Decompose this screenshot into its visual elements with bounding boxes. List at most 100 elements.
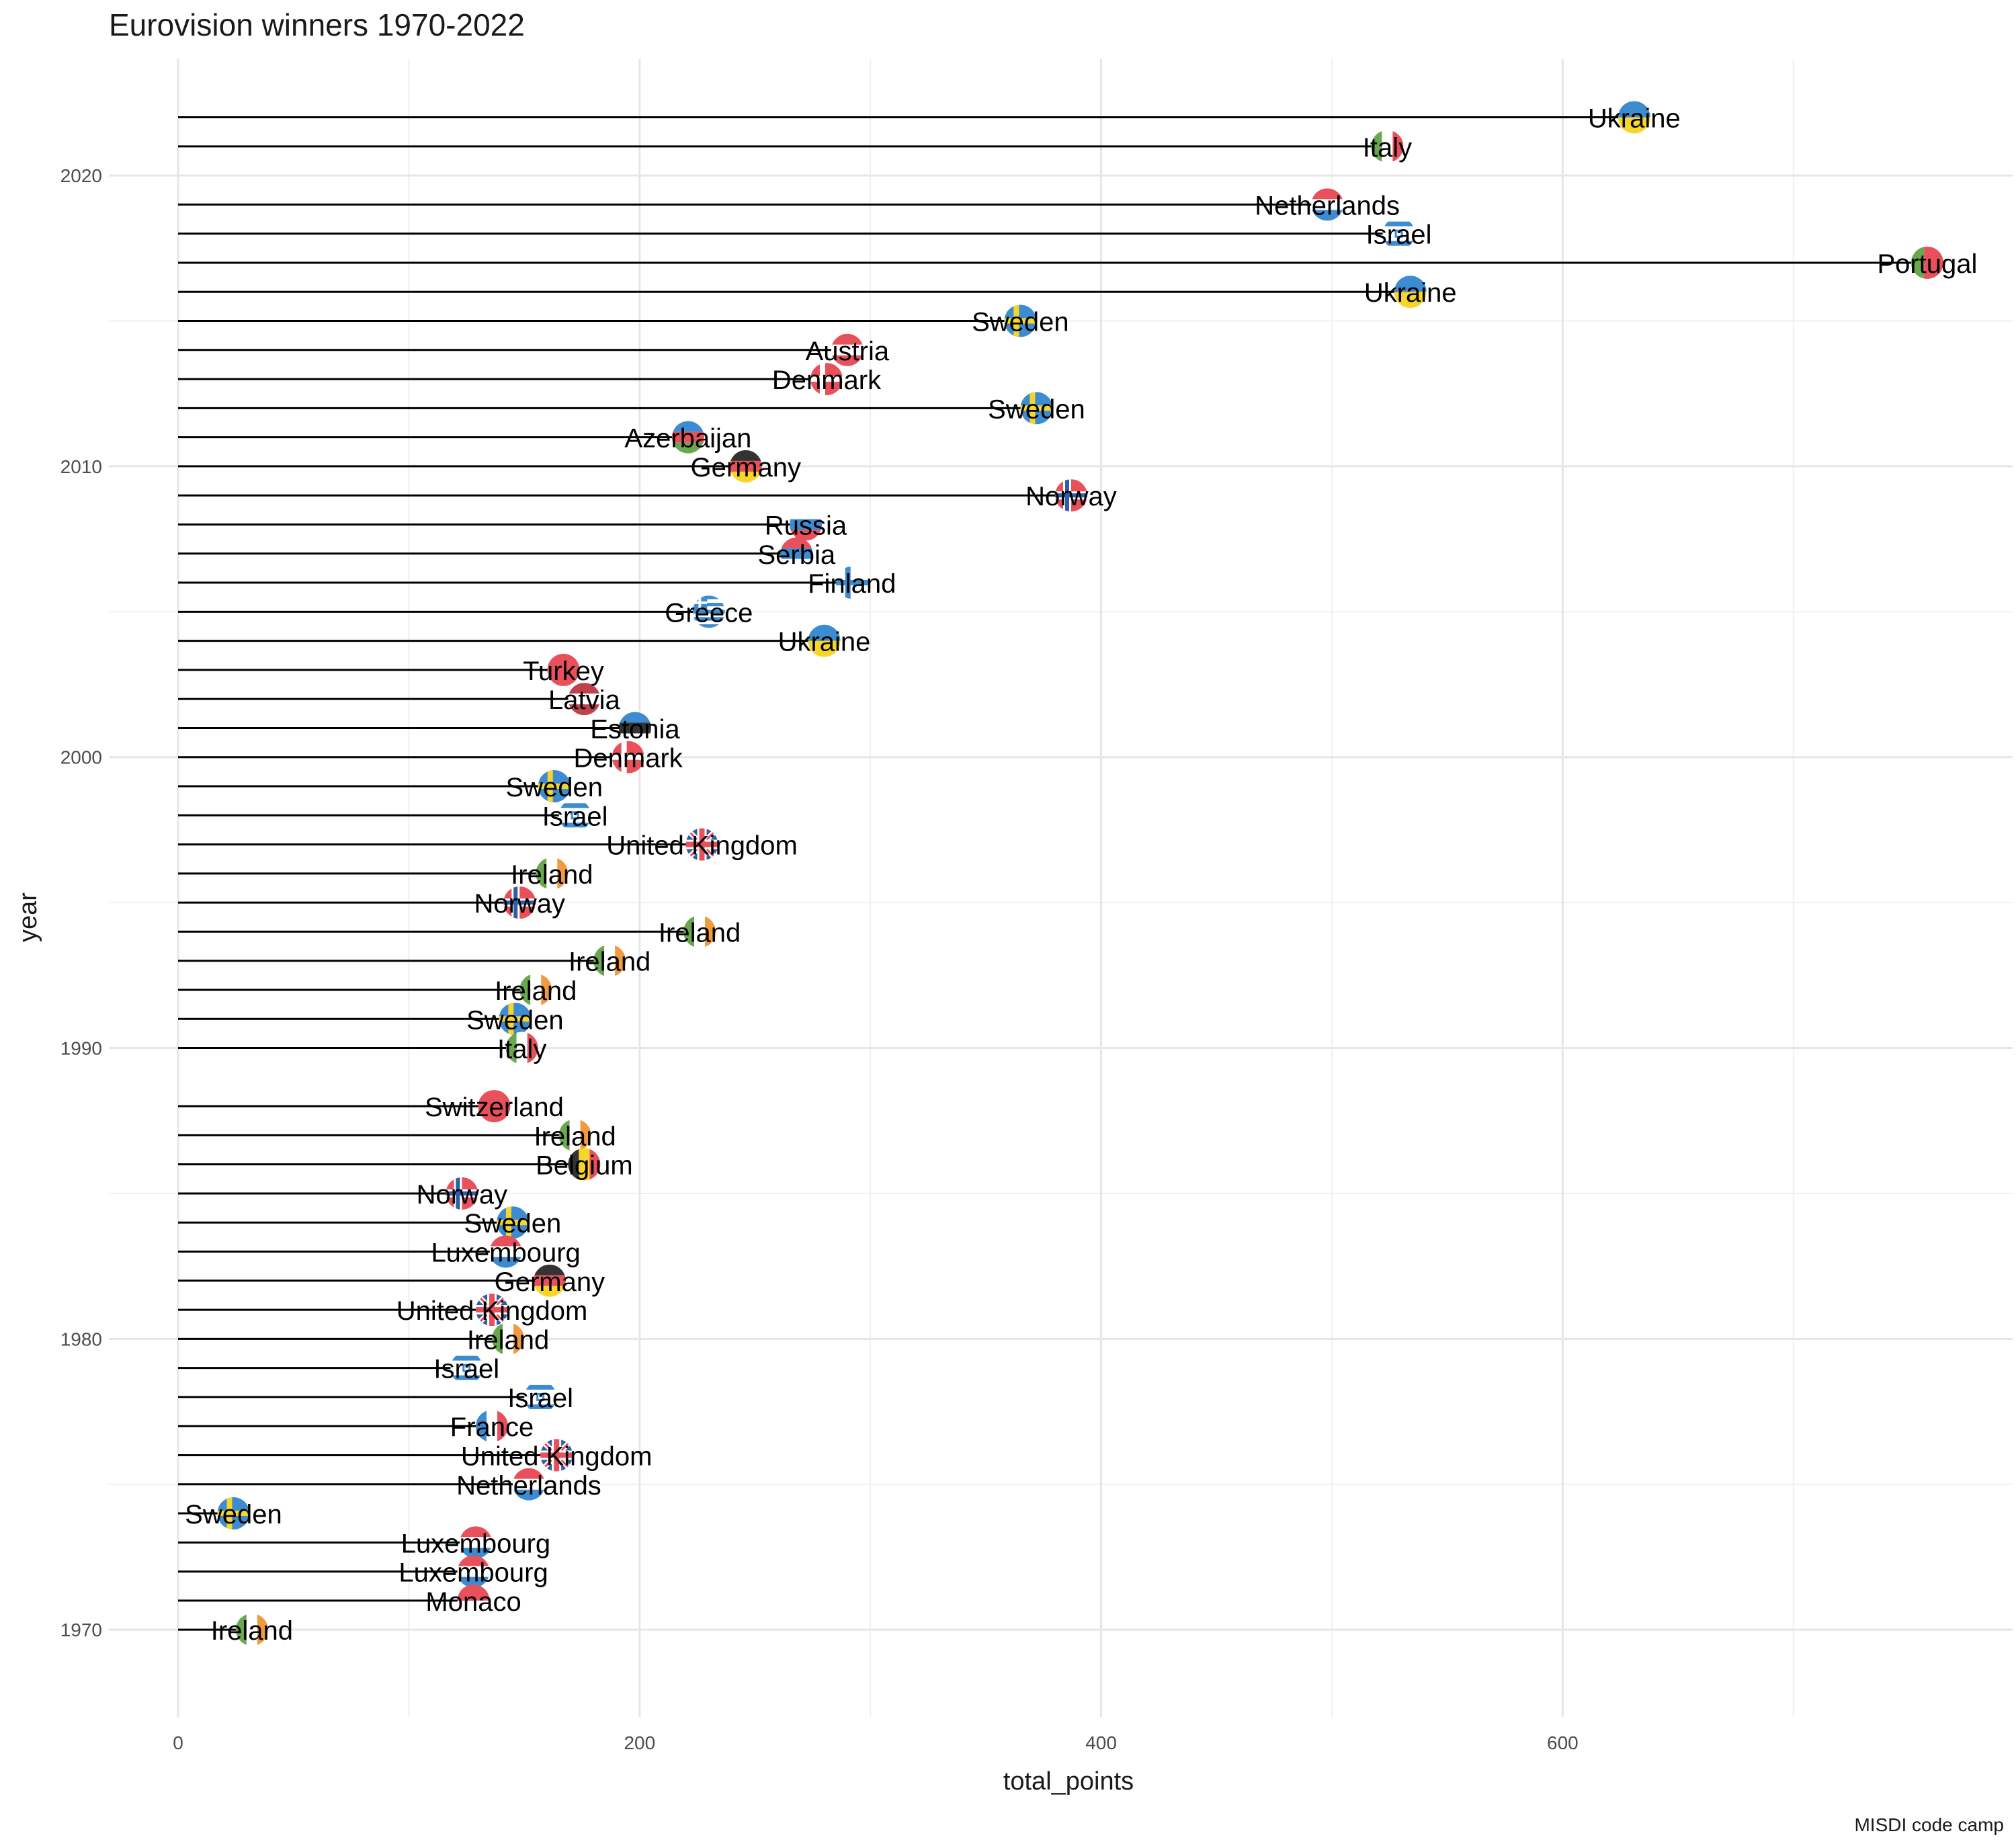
flag-icon bbox=[692, 595, 725, 628]
lollipop-1977 bbox=[178, 1410, 509, 1443]
flag-icon bbox=[524, 1380, 557, 1413]
lollipop-2010 bbox=[178, 450, 762, 482]
flag-icon bbox=[478, 1090, 511, 1123]
flag-icon bbox=[457, 1555, 490, 1588]
chart-title: Eurovision winners 1970-2022 bbox=[109, 7, 525, 42]
point-label: Luxembourg bbox=[431, 1238, 580, 1268]
point-label: Netherlands bbox=[1255, 191, 1400, 220]
point-label: Estonia bbox=[590, 714, 680, 744]
point-label: Russia bbox=[765, 511, 847, 540]
flag-icon bbox=[1054, 479, 1087, 512]
lollipop-1997 bbox=[178, 828, 718, 861]
point-label: Ukraine bbox=[778, 628, 871, 657]
flag-icon bbox=[536, 857, 569, 890]
lollipop-1990 bbox=[178, 1032, 538, 1064]
point-label: Sweden bbox=[185, 1500, 282, 1529]
lollipop-1993 bbox=[178, 944, 626, 977]
point-label: Germany bbox=[691, 453, 802, 482]
x-tick-label: 600 bbox=[1547, 1732, 1579, 1753]
lollipop-1984 bbox=[178, 1206, 529, 1239]
point-label: Turkey bbox=[523, 657, 604, 686]
y-tick-label: 2020 bbox=[60, 165, 102, 186]
point-label: Italy bbox=[1363, 133, 1412, 163]
y-tick-label: 2000 bbox=[60, 747, 102, 768]
flag-icon bbox=[558, 1119, 591, 1152]
y-tick-label: 2010 bbox=[60, 456, 102, 477]
flag-icon bbox=[1311, 188, 1344, 221]
point-label: Greece bbox=[665, 598, 753, 628]
lollipop-1988 bbox=[178, 1090, 511, 1123]
lollipop-1973 bbox=[178, 1526, 492, 1559]
lollipop-2021 bbox=[178, 130, 1404, 163]
flag-icon bbox=[476, 1294, 509, 1327]
flag-icon bbox=[496, 1206, 529, 1239]
flag-icon bbox=[618, 712, 651, 745]
point-label: Luxembourg bbox=[398, 1558, 548, 1588]
lollipop-2002 bbox=[178, 683, 601, 716]
flag-icon bbox=[558, 799, 591, 832]
flag-icon bbox=[235, 1613, 268, 1646]
lollipop-1998 bbox=[178, 799, 591, 832]
lollipop-1978 bbox=[178, 1380, 557, 1413]
x-tick-label: 400 bbox=[1085, 1732, 1117, 1753]
lollipop-1983 bbox=[178, 1235, 522, 1268]
point-label: Ireland bbox=[495, 976, 577, 1006]
lollipop-2003 bbox=[178, 653, 580, 686]
lollipop-2005 bbox=[178, 595, 725, 628]
lollipop-2013 bbox=[178, 363, 843, 396]
lollipop-1979 bbox=[178, 1351, 483, 1384]
flag-icon bbox=[489, 1235, 522, 1268]
lollipop-1970 bbox=[178, 1613, 268, 1646]
flag-icon bbox=[459, 1526, 492, 1559]
point-label: Denmark bbox=[772, 366, 882, 395]
point-label: Ireland bbox=[534, 1122, 616, 1151]
point-label: Denmark bbox=[574, 744, 683, 773]
flag-icon bbox=[835, 566, 868, 599]
flag-icon bbox=[612, 741, 644, 773]
flag-icon bbox=[217, 1497, 250, 1530]
point-label: Sweden bbox=[466, 1005, 564, 1035]
lollipop-2019 bbox=[178, 188, 1344, 221]
point-label: Ukraine bbox=[1364, 278, 1457, 308]
lollipop-1996 bbox=[178, 857, 569, 890]
point-label: Israel bbox=[542, 802, 608, 831]
point-label: Germany bbox=[495, 1267, 605, 1297]
point-label: Netherlands bbox=[456, 1471, 601, 1501]
lollipop-2008 bbox=[178, 508, 823, 541]
point-label: Sweden bbox=[464, 1209, 562, 1238]
flag-icon bbox=[831, 333, 864, 366]
x-tick-label: 0 bbox=[173, 1732, 183, 1753]
lollipop-2018 bbox=[178, 217, 1415, 250]
point-label: Israel bbox=[507, 1384, 573, 1413]
flag-icon bbox=[519, 973, 552, 1006]
point-label: Sweden bbox=[972, 308, 1069, 337]
lollipop-2012 bbox=[178, 392, 1053, 425]
point-label: Norway bbox=[1025, 482, 1117, 511]
point-label: Luxembourg bbox=[401, 1529, 550, 1558]
flag-icon bbox=[729, 450, 762, 482]
lollipop-2001 bbox=[178, 712, 651, 745]
lollipop-2004 bbox=[178, 624, 841, 657]
point-label: Norway bbox=[417, 1180, 508, 1210]
point-label: Finland bbox=[808, 569, 896, 599]
axes: 0 200 400 600 1970 1980 1990 2000 2010 2020 bbox=[60, 165, 1579, 1753]
point-label: Switzerland bbox=[425, 1093, 564, 1122]
point-label: Israel bbox=[1366, 220, 1432, 250]
lollipop-1975 bbox=[178, 1468, 545, 1501]
point-label: Ireland bbox=[659, 918, 741, 948]
flag-icon bbox=[505, 1032, 538, 1064]
lollipop-1999 bbox=[178, 770, 571, 803]
point-label: Monaco bbox=[425, 1587, 521, 1617]
flag-icon bbox=[540, 1439, 573, 1472]
y-tick-label: 1980 bbox=[60, 1329, 102, 1349]
flag-icon bbox=[1020, 392, 1053, 425]
lollipop-2022 bbox=[178, 101, 1650, 134]
lollipop-1985 bbox=[178, 1177, 478, 1210]
caption: MISDI code camp bbox=[1854, 1814, 2004, 1835]
flag-icon bbox=[593, 944, 626, 977]
point-label: Italy bbox=[497, 1035, 546, 1064]
lollipop-1995 bbox=[178, 886, 536, 919]
marks bbox=[178, 101, 1943, 1646]
lollipop-1972 bbox=[178, 1555, 490, 1588]
y-tick-label: 1970 bbox=[60, 1620, 102, 1640]
